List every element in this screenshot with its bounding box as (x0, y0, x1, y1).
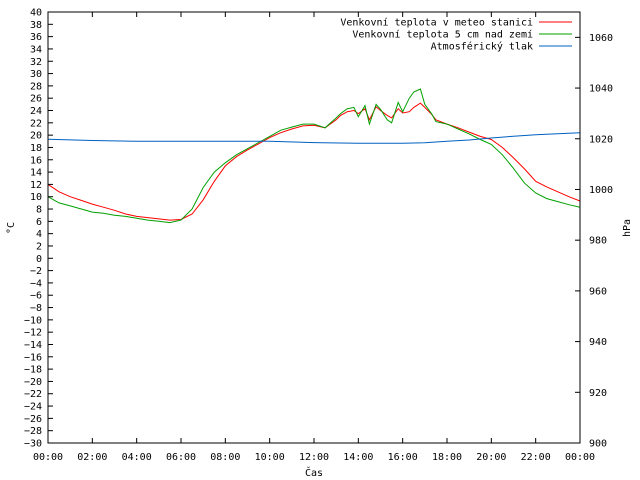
y-tick-label-11: −8 (30, 303, 42, 314)
x-tick-label-1: 02:00 (77, 452, 107, 463)
x-tick-label-6: 12:00 (299, 452, 329, 463)
y-tick-label-5: −20 (24, 377, 42, 388)
legend-label-2: Atmosférický tlak (431, 41, 533, 53)
series-line-2 (47, 132, 581, 144)
x-tick-label-5: 10:00 (255, 452, 285, 463)
legend-label-1: Venkovní teplota 5 cm nad zemí (352, 29, 533, 41)
y-tick-label-9: −12 (24, 328, 42, 339)
y2-tick-label-2: 940 (589, 337, 607, 348)
y-tick-label-19: 8 (36, 205, 42, 216)
y-tick-label-28: 26 (30, 94, 42, 105)
y-tick-label-35: 40 (30, 8, 42, 19)
x-tick-label-8: 16:00 (388, 452, 418, 463)
y-tick-label-17: 4 (36, 229, 42, 240)
x-tick-label-2: 04:00 (122, 452, 152, 463)
y-tick-label-25: 20 (30, 131, 42, 142)
y-tick-label-1: −28 (24, 426, 42, 437)
series-layer (47, 88, 581, 224)
legend: Venkovní teplota v meteo staniciVenkovní… (340, 17, 572, 53)
y-tick-label-27: 24 (30, 106, 42, 117)
x-tick-label-11: 22:00 (521, 452, 551, 463)
y-tick-label-12: −6 (30, 291, 42, 302)
y-tick-label-15: 0 (36, 254, 42, 265)
y-tick-label-32: 34 (30, 44, 42, 55)
y-axis-label: °C (6, 222, 17, 234)
plot-frame (47, 11, 581, 444)
y2-tick-label-6: 1020 (589, 134, 613, 145)
y-tick-label-30: 30 (30, 69, 42, 80)
y2-tick-label-7: 1040 (589, 84, 613, 95)
x-tick-label-0: 00:00 (33, 452, 63, 463)
y-tick-label-21: 12 (30, 180, 42, 191)
y-tick-label-4: −22 (24, 389, 42, 400)
y-tick-label-3: −24 (24, 402, 42, 413)
y-tick-label-20: 10 (30, 192, 42, 203)
y-tick-label-6: −18 (24, 365, 42, 376)
y2-tick-label-0: 900 (589, 439, 607, 450)
x-axis-label: Čas (305, 466, 323, 479)
y-tick-label-24: 18 (30, 143, 42, 154)
y-tick-label-29: 28 (30, 81, 42, 92)
y2-tick-label-3: 960 (589, 286, 607, 297)
y2-axis-label: hPa (622, 219, 633, 237)
y-tick-label-7: −16 (24, 352, 42, 363)
axes-layer: −30−28−26−24−22−20−18−16−14−12−10−8−6−4−… (24, 8, 613, 464)
x-tick-label-10: 20:00 (476, 452, 506, 463)
x-tick-label-4: 08:00 (210, 452, 240, 463)
y-tick-label-8: −14 (24, 340, 42, 351)
legend-label-0: Venkovní teplota v meteo stanici (340, 17, 533, 29)
x-tick-label-7: 14:00 (343, 452, 373, 463)
series-line-0 (47, 102, 581, 221)
y-tick-label-2: −26 (24, 414, 42, 425)
x-tick-label-12: 00:00 (565, 452, 595, 463)
y-tick-label-10: −10 (24, 315, 42, 326)
y2-tick-label-5: 1000 (589, 185, 613, 196)
y2-tick-label-8: 1060 (589, 33, 613, 44)
y-tick-label-34: 38 (30, 20, 42, 31)
y-tick-label-16: 2 (36, 241, 42, 252)
y-tick-label-23: 16 (30, 155, 42, 166)
y-tick-label-22: 14 (30, 168, 42, 179)
series-line-1 (47, 88, 581, 224)
y-tick-label-14: −2 (30, 266, 42, 277)
y2-tick-label-4: 980 (589, 236, 607, 247)
x-tick-label-3: 06:00 (166, 452, 196, 463)
y-tick-label-13: −4 (30, 278, 42, 289)
y-tick-label-33: 36 (30, 32, 42, 43)
y2-tick-label-1: 920 (589, 388, 607, 399)
y-tick-label-26: 22 (30, 118, 42, 129)
y-tick-label-18: 6 (36, 217, 42, 228)
y-tick-label-0: −30 (24, 439, 42, 450)
y-tick-label-31: 32 (30, 57, 42, 68)
x-tick-label-9: 18:00 (432, 452, 462, 463)
